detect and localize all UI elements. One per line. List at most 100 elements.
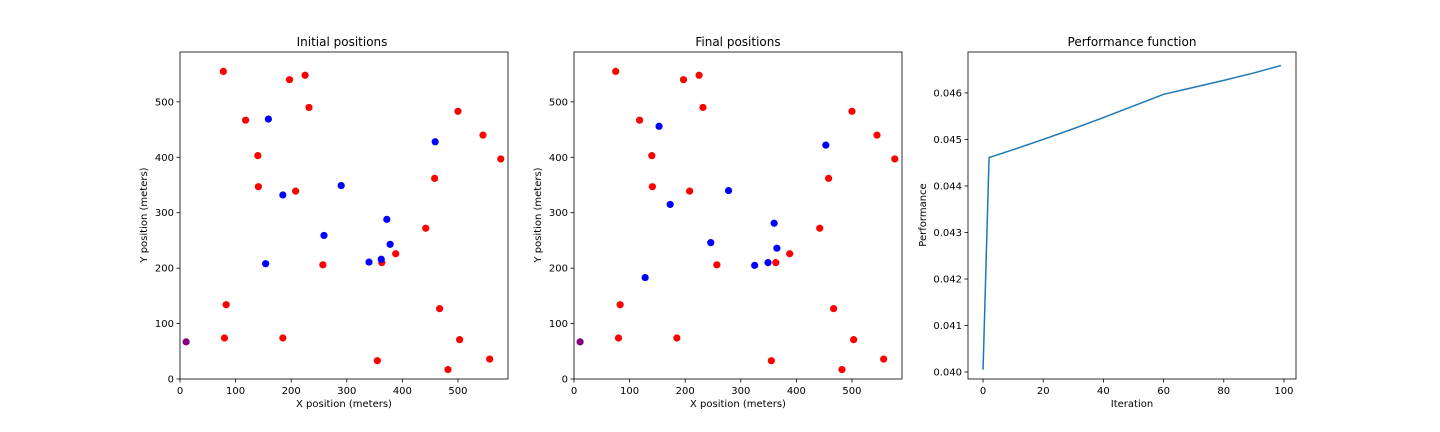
y-tick-label: 200 bbox=[155, 264, 174, 275]
scatter-point bbox=[392, 250, 400, 258]
scatter-point bbox=[648, 183, 656, 191]
x-tick-label: 100 bbox=[226, 386, 245, 397]
scatter-point bbox=[816, 224, 824, 232]
x-tick-label: 500 bbox=[448, 386, 467, 397]
scatter-point bbox=[767, 357, 775, 365]
scatter-point bbox=[655, 122, 663, 130]
y-tick-label: 300 bbox=[549, 208, 568, 219]
y-tick-label: 0.044 bbox=[933, 181, 962, 192]
scatter-point bbox=[444, 365, 452, 374]
scatter-point bbox=[301, 71, 309, 79]
x-tick-label: 0 bbox=[980, 386, 986, 397]
performance-line bbox=[982, 64, 1282, 370]
x-tick-label: 100 bbox=[1274, 386, 1293, 397]
scatter-point bbox=[830, 305, 838, 313]
scatter-point bbox=[320, 231, 328, 240]
mark-group bbox=[182, 67, 505, 374]
y-tick-label: 0.042 bbox=[933, 274, 962, 285]
scatter-point bbox=[772, 259, 780, 267]
scatter-point bbox=[616, 301, 624, 309]
x-tick-label: 100 bbox=[620, 386, 639, 397]
scatter-point bbox=[377, 255, 385, 263]
x-tick-label: 0 bbox=[177, 386, 183, 397]
x-tick-label: 200 bbox=[676, 386, 695, 397]
scatter-point bbox=[822, 141, 830, 149]
y-tick-label: 500 bbox=[155, 97, 174, 108]
scatter-point bbox=[724, 186, 733, 195]
scatter-point bbox=[383, 215, 391, 223]
y-tick-label: 100 bbox=[155, 319, 174, 330]
plot-frame bbox=[179, 51, 509, 380]
y-tick-label: 0.041 bbox=[933, 321, 962, 332]
scatter-point bbox=[337, 181, 345, 190]
scatter-point bbox=[751, 261, 759, 269]
performance-function-chart: Performance function Iteration Performan… bbox=[918, 35, 1297, 410]
scatter-point bbox=[497, 155, 505, 163]
mark-group bbox=[982, 64, 1282, 370]
scatter-point bbox=[686, 187, 694, 195]
y-tick-label: 500 bbox=[549, 97, 568, 108]
x-tick-label: 0 bbox=[571, 386, 577, 397]
scatter-point bbox=[679, 76, 688, 84]
x-tick-label: 500 bbox=[842, 386, 861, 397]
x-tick-label: 20 bbox=[1037, 386, 1050, 397]
scatter-point bbox=[264, 115, 272, 123]
scatter-point bbox=[673, 334, 681, 342]
scatter-point bbox=[454, 107, 462, 115]
y-tick-label: 0 bbox=[168, 375, 174, 386]
scatter-point bbox=[641, 273, 649, 282]
mark-group bbox=[576, 67, 899, 374]
scatter-point bbox=[222, 301, 230, 309]
scatter-point bbox=[436, 305, 444, 313]
scatter-point bbox=[319, 261, 327, 269]
scatter-point bbox=[764, 259, 772, 267]
scatter-point bbox=[773, 244, 781, 252]
scatter-point bbox=[365, 258, 373, 266]
scatter-point bbox=[242, 116, 250, 124]
scatter-point bbox=[305, 103, 313, 112]
x-tick-label: 40 bbox=[1097, 386, 1110, 397]
y-tick-label: 300 bbox=[155, 208, 174, 219]
scatter-point bbox=[431, 174, 439, 182]
scatter-point bbox=[838, 365, 846, 374]
x-tick-label: 200 bbox=[282, 386, 301, 397]
scatter-point bbox=[254, 152, 262, 160]
scatter-point bbox=[891, 155, 899, 163]
y-tick-label: 200 bbox=[549, 264, 568, 275]
scatter-point bbox=[666, 200, 674, 209]
y-tick-label: 400 bbox=[155, 153, 174, 164]
scatter-point bbox=[431, 138, 439, 146]
y-axis-label: Performance bbox=[918, 183, 929, 246]
final-positions-chart: Final positions X position (meters) Y po… bbox=[533, 35, 903, 410]
y-tick-label: 400 bbox=[549, 153, 568, 164]
scatter-point bbox=[386, 240, 394, 248]
y-tick-label: 0.046 bbox=[933, 88, 962, 99]
x-tick-label: 300 bbox=[731, 386, 750, 397]
scatter-point bbox=[786, 250, 794, 258]
plot-frame bbox=[573, 51, 903, 380]
y-axis-label: Y position (meters) bbox=[139, 167, 150, 263]
tick-group: 0 20 40 60 80 100 0.040 0.041 0.042 0.043 0.044 0.0… bbox=[933, 88, 1293, 397]
scatter-point bbox=[850, 336, 858, 344]
y-tick-label: 100 bbox=[549, 319, 568, 330]
scatter-point bbox=[262, 260, 270, 268]
scatter-point bbox=[279, 191, 287, 199]
scatter-point bbox=[422, 224, 430, 232]
scatter-point bbox=[713, 261, 721, 269]
y-tick-label: 0.045 bbox=[933, 135, 962, 146]
scatter-point bbox=[614, 334, 623, 342]
scatter-point bbox=[873, 131, 881, 139]
y-tick-label: 0.040 bbox=[933, 368, 962, 379]
tick-group: 0 100 200 300 400 500 0 100 200 300 400 500 bbox=[155, 97, 468, 397]
scatter-point bbox=[699, 103, 707, 112]
y-tick-label: 0 bbox=[562, 375, 568, 386]
x-tick-label: 400 bbox=[787, 386, 806, 397]
scatter-point bbox=[220, 334, 229, 342]
y-tick-label: 0.043 bbox=[933, 228, 962, 239]
scatter-point bbox=[292, 187, 300, 195]
scatter-point bbox=[285, 76, 294, 84]
chart-title: Final positions bbox=[695, 35, 780, 49]
x-tick-label: 400 bbox=[393, 386, 412, 397]
x-tick-label: 60 bbox=[1157, 386, 1170, 397]
